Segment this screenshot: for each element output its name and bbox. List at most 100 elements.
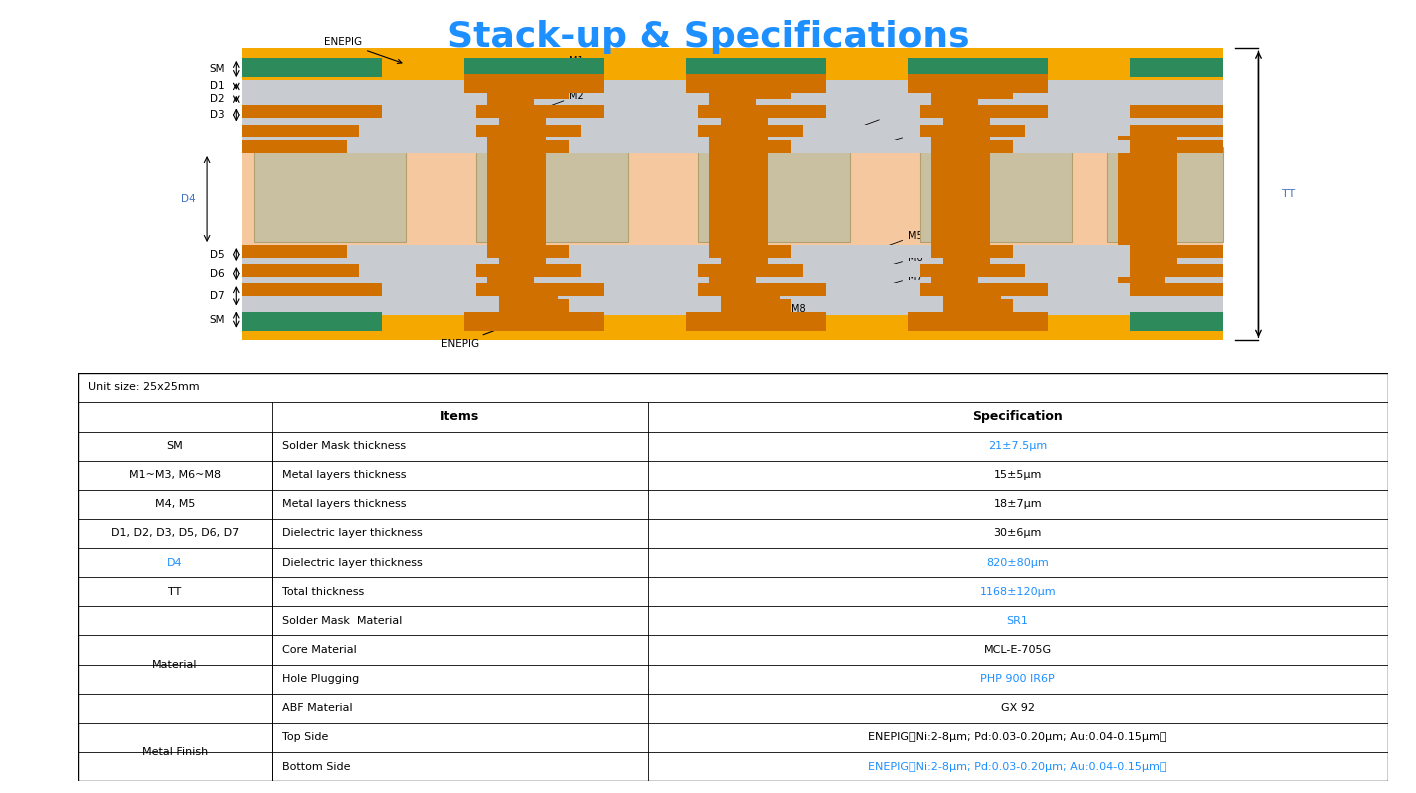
Text: SM: SM [167,441,183,451]
Bar [605,105,698,118]
Bar [581,125,698,137]
Bar [826,283,920,296]
Bar [685,58,826,77]
Bar [242,245,1223,258]
Text: D6: D6 [210,269,225,278]
Bar [943,258,990,264]
Bar [826,105,920,118]
Bar [242,315,1223,340]
Bar [932,136,990,140]
Bar [908,312,1048,331]
Text: M2: M2 [538,91,583,111]
Bar [464,74,605,93]
Bar [943,294,1001,299]
Bar [1025,125,1130,137]
Text: D2: D2 [210,94,225,104]
Bar [382,105,476,118]
Text: M6: M6 [877,253,923,270]
Bar [347,245,487,258]
Bar [476,147,627,242]
Text: 21±7.5μm: 21±7.5μm [988,441,1048,451]
Bar [1119,153,1177,242]
Bar [487,277,534,283]
Bar [698,147,850,242]
Bar [721,118,767,125]
Bar [685,74,826,93]
Text: M4: M4 [877,129,923,147]
Text: D5: D5 [210,250,225,259]
Bar [487,153,545,242]
Text: Hole Plugging: Hole Plugging [282,674,360,684]
Text: Core Material: Core Material [282,645,357,655]
Text: M5: M5 [877,231,923,251]
Bar [908,74,1048,93]
Bar [242,140,1223,153]
Text: 15±5μm: 15±5μm [994,470,1042,481]
Text: ENEPIG: ENEPIG [324,37,402,63]
Bar [360,125,476,137]
Text: M7: M7 [877,272,923,289]
Bar [1130,312,1223,331]
Bar [721,294,779,299]
Text: D4: D4 [167,557,183,568]
Bar [908,312,1048,331]
Bar [932,277,978,283]
Bar [721,83,792,99]
Bar [498,83,569,99]
Text: Solder Mask thickness: Solder Mask thickness [282,441,406,451]
Bar [242,312,382,331]
Text: Bottom Side: Bottom Side [282,761,351,772]
Bar [1106,147,1223,242]
Text: Dielectric layer thickness: Dielectric layer thickness [282,557,423,568]
Bar [685,312,826,331]
Bar [920,147,1072,242]
Text: 820±80μm: 820±80μm [987,557,1049,568]
Bar [803,264,919,277]
Bar [464,312,605,331]
Text: Unit size: 25x25mm: Unit size: 25x25mm [88,382,200,393]
Text: D4: D4 [181,194,195,204]
Bar [932,93,978,105]
Bar [605,283,698,296]
Text: D1, D2, D3, D5, D6, D7: D1, D2, D3, D5, D6, D7 [110,528,239,538]
Bar [498,294,558,299]
Text: GX 92: GX 92 [1001,703,1035,713]
Bar [360,264,476,277]
Text: TT: TT [169,587,181,597]
Bar [253,147,405,242]
Text: ENEPIG: ENEPIG [440,325,507,349]
Text: M1~M3, M6~M8: M1~M3, M6~M8 [129,470,221,481]
Bar [932,153,990,242]
Bar [1130,258,1177,264]
Bar [1119,136,1177,140]
Bar [487,93,534,105]
Text: TT: TT [1281,190,1296,199]
Text: D3: D3 [210,110,225,120]
Bar [685,312,826,331]
Bar [1048,105,1130,118]
Text: Total thickness: Total thickness [282,587,364,597]
Text: Metal layers thickness: Metal layers thickness [282,470,406,481]
Bar [242,144,1223,245]
Text: 18±7μm: 18±7μm [994,500,1042,509]
Text: SM: SM [210,315,225,324]
Bar [709,277,756,283]
Bar [498,118,545,125]
Text: Solder Mask  Material: Solder Mask Material [282,616,402,626]
Text: Specification: Specification [973,410,1063,423]
Bar [709,153,767,242]
Bar [943,299,1012,315]
Bar [464,312,605,331]
Text: Dielectric layer thickness: Dielectric layer thickness [282,528,423,538]
Bar [709,136,767,140]
Text: Top Side: Top Side [282,733,329,742]
Bar [569,140,709,153]
Text: M3: M3 [852,110,899,130]
Bar [721,258,767,264]
Bar [943,118,990,125]
Bar [347,140,487,153]
Text: ENEPIG（Ni:2-8μm; Pd:0.03-0.20μm; Au:0.04-0.15μm）: ENEPIG（Ni:2-8μm; Pd:0.03-0.20μm; Au:0.04… [868,761,1167,772]
Bar [464,58,605,77]
Bar [721,299,792,315]
Bar [487,240,545,245]
